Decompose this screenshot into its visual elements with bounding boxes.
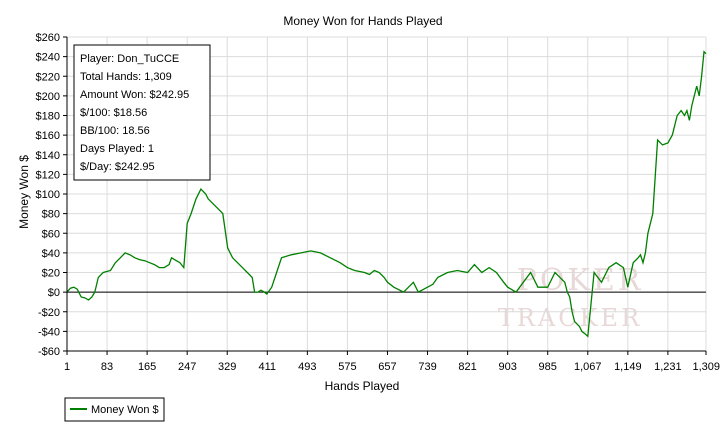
legend: Money Won $ <box>64 397 165 422</box>
x-tick-label: 657 <box>378 361 396 373</box>
stats-days-played: Days Played: 1 <box>80 143 154 155</box>
x-tick-label: 411 <box>259 361 277 373</box>
watermark-line-poker: POKER <box>517 263 644 298</box>
x-tick-label: 1,067 <box>574 361 602 373</box>
y-tick-label: $260 <box>36 32 60 44</box>
stats-per-100: $/100: $18.56 <box>80 107 147 119</box>
player-stats-box: Player: Don_TuCCE Total Hands: 1,309 Amo… <box>73 44 211 181</box>
watermark-line-tracker: TRACKER <box>498 304 642 332</box>
stats-bb-per-100: BB/100: 18.56 <box>80 125 150 137</box>
y-tick-label: $60 <box>42 228 60 240</box>
x-axis-title: Hands Played <box>325 379 400 393</box>
x-tick-label: 739 <box>418 361 436 373</box>
series-line-money-won <box>66 50 707 338</box>
chart-title: Money Won for Hands Played <box>283 14 442 28</box>
y-tick-label: -$40 <box>38 326 60 338</box>
y-tick-label: $120 <box>36 169 60 181</box>
x-tick-label: 329 <box>218 361 236 373</box>
x-tick-label: 1,309 <box>692 361 720 373</box>
y-tick-label: $240 <box>36 52 60 64</box>
y-axis-title: Money Won $ <box>17 155 31 229</box>
y-tick-label: $100 <box>36 189 60 201</box>
y-tick-label: $40 <box>42 248 60 260</box>
stats-box-frame <box>73 44 211 181</box>
x-tick-label: 247 <box>178 361 196 373</box>
poker-tracker-watermark: POKER TRACKER <box>498 263 644 332</box>
stats-amount-won: Amount Won: $242.95 <box>80 89 189 101</box>
y-tick-label: $20 <box>42 268 60 280</box>
legend-label-money-won: Money Won $ <box>91 404 159 416</box>
x-axis-ticks: 1 83 165 247 329 411 493 575 657 739 821 903 985 1,06… <box>64 351 720 373</box>
y-tick-label: $80 <box>42 209 60 221</box>
y-tick-label: -$60 <box>38 346 60 358</box>
y-tick-label: $0 <box>48 287 60 299</box>
x-tick-label: 1,231 <box>654 361 682 373</box>
x-tick-label: 83 <box>101 361 113 373</box>
stats-total-hands: Total Hands: 1,309 <box>80 71 172 83</box>
stats-player: Player: Don_TuCCE <box>80 53 179 65</box>
y-tick-label: $220 <box>36 71 60 83</box>
x-tick-label: 165 <box>138 361 156 373</box>
legend-frame <box>64 397 165 422</box>
y-tick-label: -$20 <box>38 307 60 319</box>
x-tick-label: 821 <box>458 361 476 373</box>
x-tick-label: 493 <box>298 361 316 373</box>
x-tick-label: 1,149 <box>614 361 642 373</box>
x-tick-label: 575 <box>338 361 356 373</box>
stats-per-day: $/Day: $242.95 <box>80 161 155 173</box>
x-tick-label: 903 <box>498 361 516 373</box>
y-axis-ticks: -$60 -$40 -$20 $0 $20 $40 $60 $80 $100 $120 $140 $1… <box>36 32 67 358</box>
x-tick-label: 985 <box>539 361 557 373</box>
y-tick-label: $160 <box>36 130 60 142</box>
y-tick-label: $200 <box>36 91 60 103</box>
x-tick-label: 1 <box>64 361 70 373</box>
y-tick-label: $180 <box>36 111 60 123</box>
y-tick-label: $140 <box>36 150 60 162</box>
